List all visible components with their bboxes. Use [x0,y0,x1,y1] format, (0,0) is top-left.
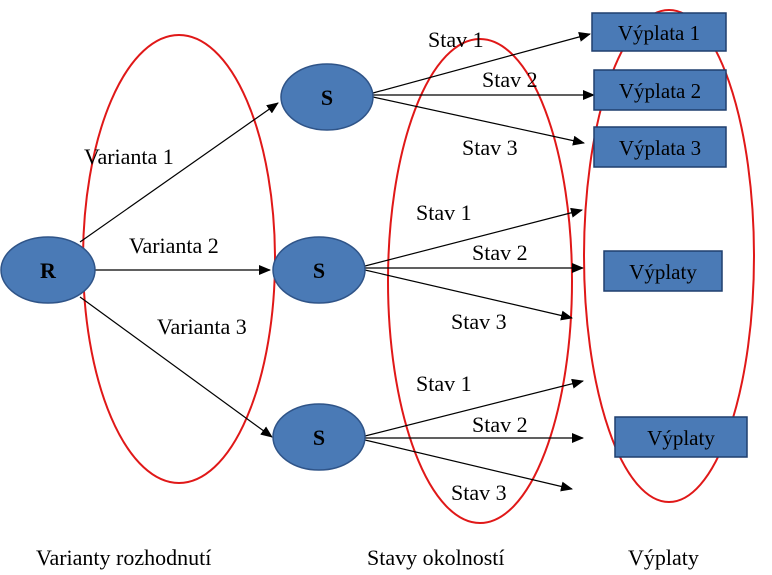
edge-label-variant-1: Varianta 1 [84,144,174,169]
payoff-box-2-shape [593,69,727,111]
payoff-box-3-shape [593,126,727,168]
payoff-box-bottom-shape [614,416,748,458]
edge-label-bottom-state-2: Stav 2 [472,412,528,437]
state-node-bottom-label: S [313,425,325,450]
edge-middle-state-3 [364,269,573,321]
payoff-box-1: Výplata 1 [591,12,727,52]
edge-label-bottom-state-3: Stav 3 [451,480,507,505]
edge-top-state-1 [372,32,591,94]
edge-label-bottom-state-1: Stav 1 [416,371,472,396]
payoff-box-middle: Výplaty [603,250,723,292]
edge-label-top-state-1: Stav 1 [428,27,484,52]
root-node-shape [0,236,96,304]
state-node-bottom-shape [272,403,366,471]
caption-decision-variants: Varianty rozhodnutí [36,545,211,570]
root-decision-node: R [0,236,96,304]
state-node-middle-shape [272,236,366,304]
states-group-ellipse [387,38,573,524]
payoff-box-bottom-label: Výplaty [647,426,715,450]
edge-label-middle-state-3: Stav 3 [451,309,507,334]
payoff-box-2: Výplata 2 [593,69,727,111]
edge-label-top-state-3: Stav 3 [462,135,518,160]
payoff-box-2-label: Výplata 2 [619,79,701,103]
edge-bottom-state-1 [364,378,584,437]
edge-label-variant-3: Varianta 3 [157,314,247,339]
payoff-box-bottom: Výplaty [614,416,748,458]
payoff-box-1-label: Výplata 1 [618,21,700,45]
caption-payoffs: Výplaty [628,545,699,570]
state-node-bottom: S [272,403,366,471]
payoff-box-middle-label: Výplaty [629,260,697,284]
state-node-top-label: S [321,85,333,110]
edge-bottom-state-3 [364,439,573,492]
payoff-box-1-shape [591,12,727,52]
caption-states-of-circumstances: Stavy okolností [367,545,505,570]
edge-variant-1 [79,102,279,243]
state-node-middle: S [272,236,366,304]
payoffs-group-ellipse [583,9,755,503]
edge-top-state-3 [372,96,585,146]
edge-label-middle-state-1: Stav 1 [416,200,472,225]
edge-middle-state-1 [364,207,583,267]
edge-label-top-state-2: Stav 2 [482,67,538,92]
payoff-box-middle-shape [603,250,723,292]
edge-label-middle-state-2: Stav 2 [472,240,528,265]
state-node-middle-label: S [313,258,325,283]
edge-variant-3 [79,296,273,438]
decision-variants-group-ellipse [82,34,276,484]
root-node-label: R [40,258,57,283]
edge-label-variant-2: Varianta 2 [129,233,219,258]
payoff-box-3-label: Výplata 3 [619,136,701,160]
state-node-top: S [280,63,374,131]
state-node-top-shape [280,63,374,131]
payoff-box-3: Výplata 3 [593,126,727,168]
